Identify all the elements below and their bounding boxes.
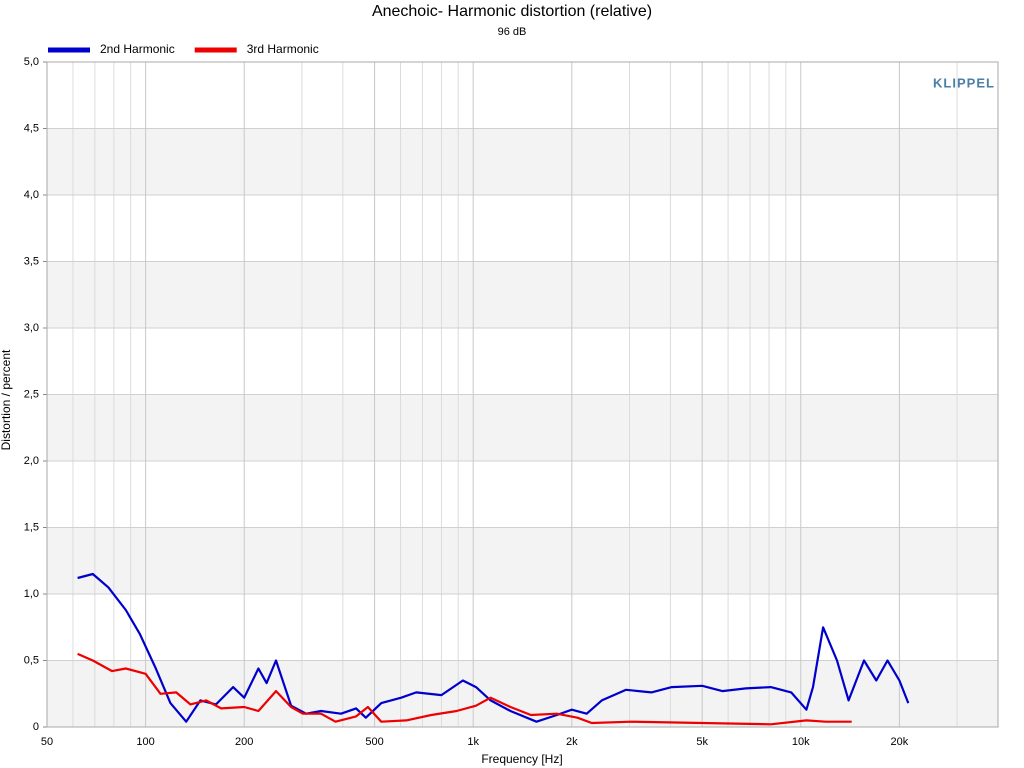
x-tick-label: 20k bbox=[891, 736, 909, 748]
plot-frame bbox=[46, 61, 999, 728]
grid-band bbox=[47, 394, 998, 461]
y-tick-label: 1,0 bbox=[24, 588, 39, 600]
x-tick-label: 2k bbox=[566, 736, 578, 748]
legend-label: 2nd Harmonic bbox=[100, 42, 175, 56]
x-tick-label: 200 bbox=[235, 736, 253, 748]
y-tick-label: 2,5 bbox=[24, 388, 39, 400]
series-line bbox=[77, 652, 852, 726]
y-tick-label: 5,0 bbox=[24, 56, 39, 68]
y-tick-label: 0 bbox=[33, 721, 39, 733]
x-tick-label: 500 bbox=[365, 736, 383, 748]
y-tick-label: 3,5 bbox=[24, 255, 39, 267]
y-tick-label: 3,0 bbox=[24, 322, 39, 334]
grid-band bbox=[47, 527, 998, 594]
grid-band bbox=[47, 261, 998, 328]
x-tick-label: 5k bbox=[696, 736, 708, 748]
chart-title: Anechoic- Harmonic distortion (relative) bbox=[372, 3, 652, 20]
y-tick-label: 1,5 bbox=[24, 521, 39, 533]
x-tick-label: 1k bbox=[467, 736, 479, 748]
x-tick-label: 100 bbox=[136, 736, 154, 748]
y-tick-label: 4,5 bbox=[24, 122, 39, 134]
y-tick-label: 2,0 bbox=[24, 455, 39, 467]
y-axis-label: Distortion / percent bbox=[0, 349, 13, 450]
x-tick-label: 50 bbox=[41, 736, 53, 748]
y-tick-label: 4,0 bbox=[24, 189, 39, 201]
x-tick-label: 10k bbox=[792, 736, 810, 748]
x-axis-label: Frequency [Hz] bbox=[481, 752, 562, 766]
grid-band bbox=[47, 128, 998, 195]
watermark: KLIPPEL bbox=[933, 75, 995, 90]
grid bbox=[46, 61, 998, 728]
legend-label: 3rd Harmonic bbox=[247, 42, 319, 56]
chart-subtitle: 96 dB bbox=[498, 26, 527, 38]
y-tick-label: 0,5 bbox=[24, 654, 39, 666]
